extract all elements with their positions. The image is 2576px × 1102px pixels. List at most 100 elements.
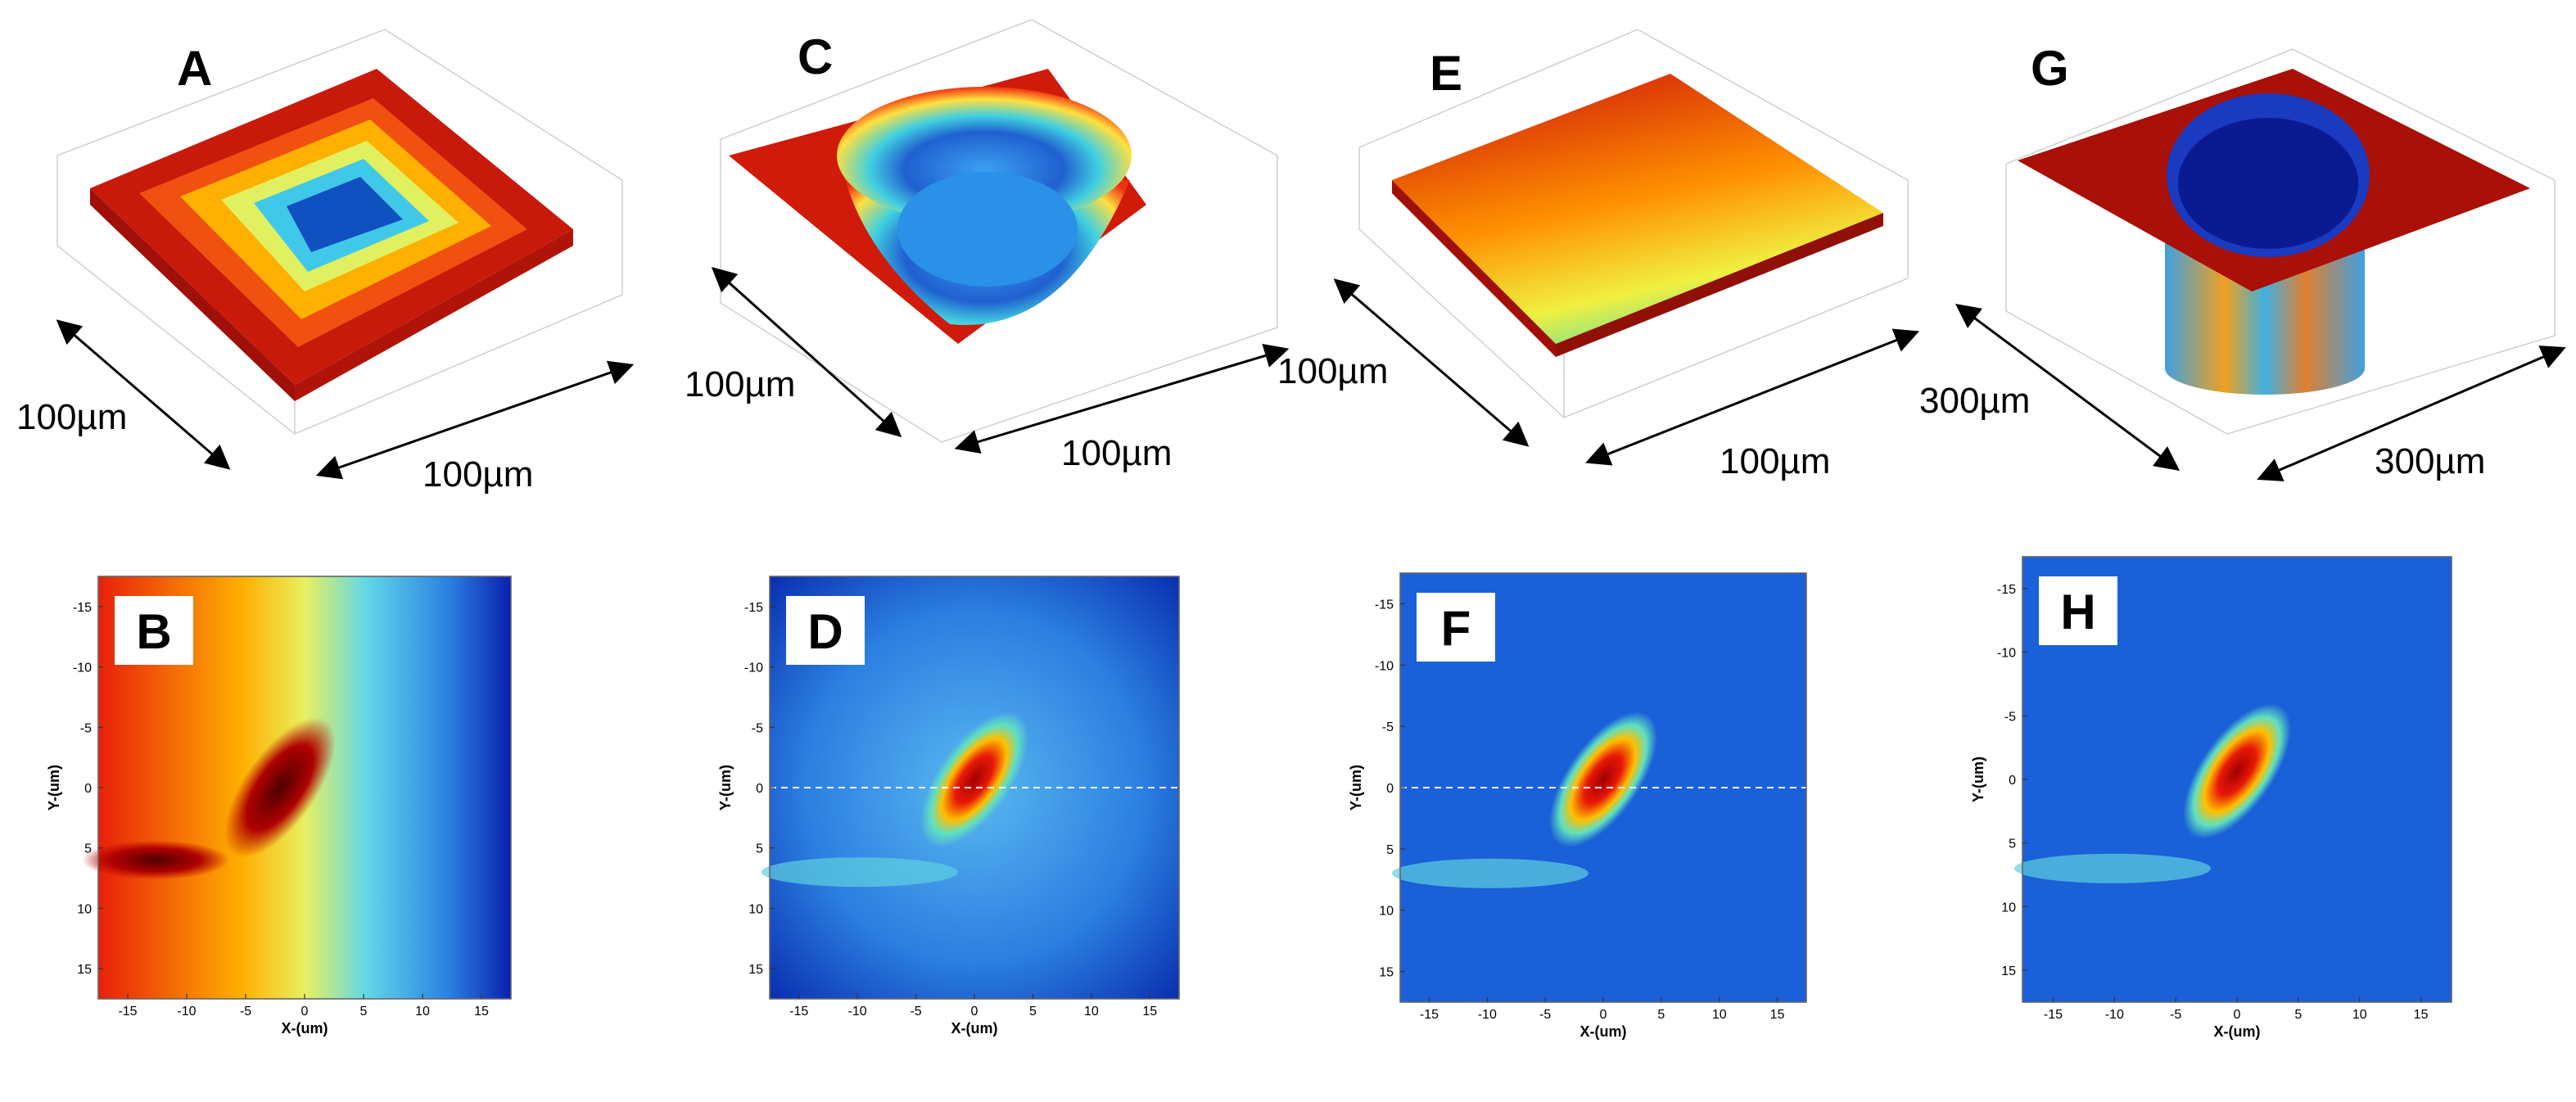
x-tick-label: -10 — [848, 1005, 867, 1018]
x-tick-label: 10 — [415, 1005, 430, 1018]
x-tick-label: 15 — [1142, 1005, 1157, 1018]
heatmap-feature — [2014, 853, 2211, 883]
y-tick-label: -10 — [1997, 647, 2016, 661]
pit-ring — [287, 177, 403, 252]
x-tick-label: -5 — [910, 1005, 921, 1018]
x-tick-label: 0 — [301, 1005, 309, 1018]
panel-label: B — [136, 604, 171, 659]
y-tick-label: 10 — [748, 902, 763, 916]
y-tick-label: -15 — [1997, 583, 2016, 597]
label-box — [2039, 576, 2117, 645]
y-tick-label: 5 — [756, 842, 763, 856]
heatmaps: B -15 -10 -5 0 5 10 15 -15 -10 -5 0 5 10 15 X-(um) Y-(um… — [46, 556, 2452, 1040]
dimension-label: 100µm — [1061, 433, 1172, 473]
y-tick-label: 15 — [2001, 964, 2016, 978]
x-tick-label: -15 — [789, 1005, 808, 1018]
dimension-arrow — [315, 360, 635, 480]
x-tick-label: 10 — [2352, 1008, 2367, 1022]
bowl-rim — [837, 87, 1132, 224]
y-axis-label: Y-(um) — [1348, 765, 1364, 811]
y-tick-label: 5 — [2009, 838, 2016, 851]
dimension-label: 100µm — [1277, 351, 1388, 391]
x-tick-label: -5 — [2170, 1008, 2181, 1022]
panel-label: E — [1430, 46, 1462, 101]
x-tick-label: 15 — [2414, 1008, 2429, 1022]
plane-edge — [295, 229, 573, 401]
y-axis-label: Y-(um) — [717, 765, 734, 811]
dimension-label: 300µm — [2375, 441, 2485, 481]
label-box — [1417, 593, 1495, 662]
x-tick-label: -10 — [177, 1005, 196, 1018]
x-tick-label: 5 — [1029, 1005, 1037, 1018]
bowl-floor — [897, 172, 1078, 287]
y-tick-label: -15 — [1375, 598, 1394, 612]
heatmap-feature — [920, 711, 1028, 847]
x-tick-label: 5 — [2294, 1008, 2302, 1022]
panel-label: A — [177, 41, 212, 96]
heatmap-feature — [1392, 858, 1589, 888]
x-tick-label: 15 — [1770, 1008, 1785, 1022]
heatmap-feature — [224, 717, 336, 858]
x-tick-label: -15 — [1420, 1008, 1439, 1022]
heatmap-feature — [2183, 703, 2291, 839]
panel-label: D — [807, 604, 843, 659]
y-tick-label: -15 — [744, 601, 763, 615]
dimension-arrow — [954, 343, 1290, 454]
y-tick-label: 15 — [748, 963, 763, 977]
y-tick-label: 5 — [84, 842, 92, 856]
y-tick-label: 15 — [1379, 966, 1394, 980]
x-tick-label: 10 — [1712, 1008, 1727, 1022]
heatmap-feature — [1549, 711, 1657, 847]
pit — [1392, 74, 1883, 344]
x-tick-label: 5 — [1657, 1008, 1665, 1022]
dimension-label: 100µm — [685, 364, 795, 404]
panel-label: C — [798, 29, 833, 84]
x-tick-label: 0 — [971, 1005, 978, 1018]
x-axis-label: X-(um) — [951, 1020, 998, 1037]
y-axis-label: Y-(um) — [46, 765, 62, 811]
y-tick-label: 0 — [1386, 782, 1394, 796]
panel-label: G — [2031, 41, 2069, 96]
y-tick-label: 10 — [2001, 901, 2016, 915]
x-tick-label: 10 — [1084, 1005, 1099, 1018]
y-tick-label: 10 — [1379, 905, 1394, 919]
dimension-label: 100µm — [423, 454, 533, 495]
cylinder-base — [2165, 342, 2365, 395]
panel-label: H — [2060, 585, 2095, 639]
x-tick-label: 5 — [360, 1005, 368, 1018]
y-tick-label: 5 — [1386, 843, 1394, 857]
y-tick-label: -10 — [1375, 659, 1394, 673]
panel-label: F — [1441, 601, 1471, 656]
plane-edge — [1556, 213, 1883, 357]
dimension-arrow — [1585, 328, 1919, 466]
x-axis-label: X-(um) — [1580, 1023, 1627, 1040]
x-tick-label: -15 — [2044, 1008, 2063, 1022]
plane-edge — [90, 188, 295, 401]
dimension-arrow — [56, 319, 231, 470]
y-tick-label: 10 — [77, 902, 92, 916]
dimension-arrow — [1955, 304, 2181, 471]
hole-floor — [2178, 118, 2358, 249]
y-tick-label: -5 — [752, 721, 763, 735]
heatmap-feature — [762, 857, 958, 887]
y-tick-label: -5 — [2004, 710, 2016, 724]
x-tick-label: -5 — [1539, 1008, 1551, 1022]
y-tick-label: 0 — [756, 782, 763, 796]
x-tick-label: 0 — [2234, 1008, 2241, 1022]
y-tick-label: -10 — [73, 662, 92, 675]
dimension-label: 100µm — [1720, 441, 1830, 481]
y-tick-label: -5 — [1382, 720, 1394, 734]
dimension-arrow — [711, 266, 902, 438]
dimension-label: 300µm — [1919, 381, 2030, 421]
x-tick-label: -10 — [1478, 1008, 1497, 1022]
x-axis-label: X-(um) — [2214, 1023, 2261, 1040]
dimension-arrow — [2257, 346, 2566, 481]
y-tick-label: 15 — [77, 963, 92, 977]
y-tick-label: 0 — [2009, 774, 2016, 788]
x-tick-label: 0 — [1600, 1008, 1607, 1022]
heatmap-feature — [82, 840, 229, 880]
label-box — [115, 596, 193, 665]
y-axis-label: Y-(um) — [1970, 756, 1986, 802]
dimension-label: 100µm — [16, 397, 127, 437]
